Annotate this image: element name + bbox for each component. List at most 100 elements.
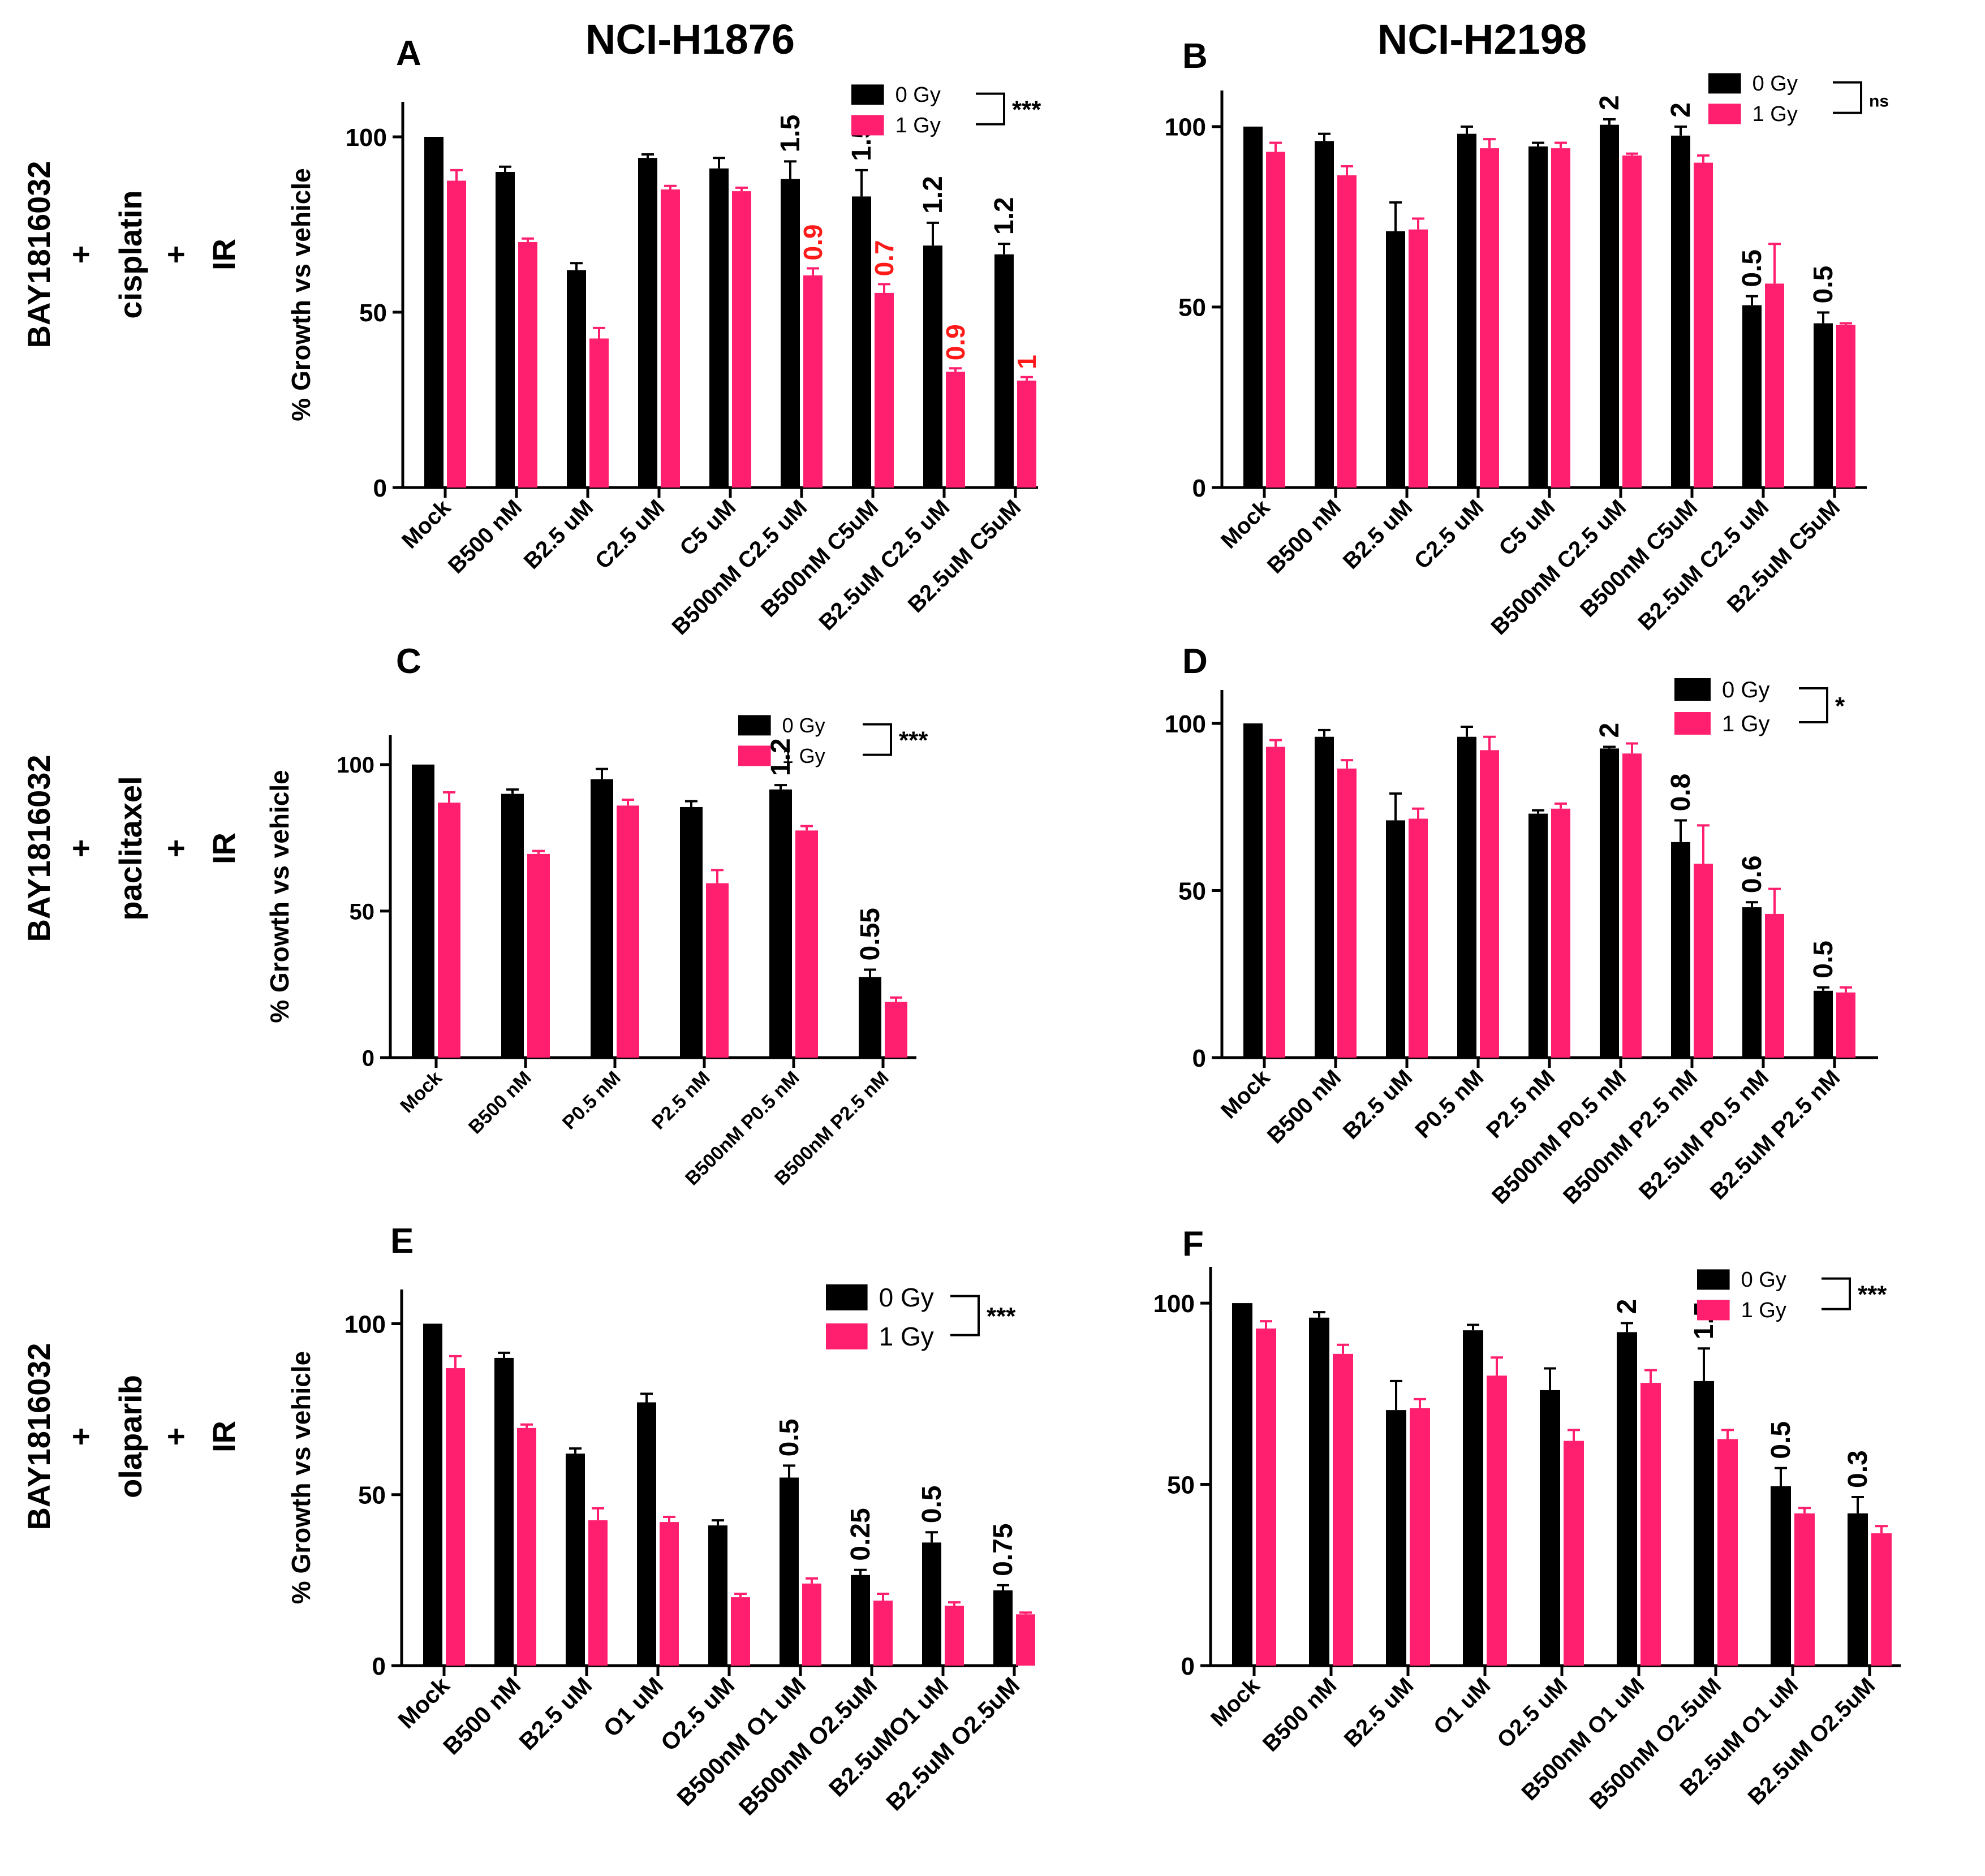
bar-1gy [1337,768,1357,1058]
bar-0gy [1814,990,1833,1058]
y-axis-label: % Growth vs vehicle [265,770,294,1023]
significance-label: ns [1869,92,1889,111]
bar-1gy [1871,1533,1892,1666]
x-tick-label: O1 uM [598,1672,668,1742]
row-label-ir-1: IR [206,239,242,270]
bar-0gy [1814,323,1833,488]
bar-0gy [566,1454,585,1666]
x-tick-label: B2.5uM O2.5uM [881,1672,1024,1815]
ratio-annotation-red: 0.9 [798,225,828,261]
bar-0gy [423,1323,442,1666]
y-tick-label: 50 [358,1482,386,1510]
x-tick-label: B2.5uM C2.5 uM [1633,495,1773,635]
panel-letter-b: B [1182,37,1208,76]
y-axis-label: % Growth vs vehicle [286,1351,316,1604]
ratio-annotation: 0.5 [1766,1421,1796,1459]
row-label-plus-6: + [158,1428,193,1446]
bar-0gy [781,179,800,488]
bar-0gy [638,158,657,488]
x-tick-label: B500 nM [1263,495,1346,578]
bar-0gy [1457,736,1476,1058]
ratio-annotation: 2 [1612,1299,1642,1314]
y-axis-label: % Growth vs vehicle [286,168,316,421]
y-tick-label: 50 [350,899,375,924]
significance-bracket [950,1295,980,1336]
x-tick-label: Mock [1216,1065,1275,1124]
ratio-annotation: 1.2 [918,176,948,214]
bar-1gy [1836,992,1855,1058]
bar-0gy [412,764,434,1058]
ratio-annotation: 0.5 [917,1485,947,1523]
bar-0gy [1315,141,1334,488]
significance-label: *** [899,727,928,754]
legend-label-1gy: 1 Gy [1722,711,1769,736]
row-label-drug-1: BAY1816032 [21,161,57,348]
x-tick-label: B2.5 uM [514,1672,597,1755]
x-tick-label: B2.5 uM [1338,495,1418,574]
row-label-agent-2: paclitaxel [113,776,148,920]
bar-0gy [851,1575,870,1666]
legend-label-1gy: 1 Gy [782,744,825,767]
bar-1gy [1564,1441,1584,1666]
row-label-ir-3: IR [206,1421,242,1452]
bar-1gy [1333,1353,1353,1666]
x-tick-label: B500nM P0.5 nM [1487,1065,1631,1209]
row-label-drug-2: BAY1816032 [21,754,57,942]
bar-1gy [802,1583,821,1666]
y-tick-label: 100 [345,1310,386,1338]
legend-label-1gy: 1 Gy [879,1322,934,1351]
bar-0gy [1315,736,1334,1058]
bar-1gy [617,805,639,1058]
ratio-annotation: 2 [1595,95,1625,110]
row-label-agent-1: cisplatin [113,190,148,318]
ratio-annotation: 0.5 [1809,941,1838,978]
x-tick-label: B2.5uM O2.5uM [1743,1673,1880,1810]
bar-1gy [1016,1614,1035,1666]
x-tick-label: Mock [397,495,456,554]
bar-1gy [1640,1383,1661,1666]
bar-0gy [709,168,729,488]
ratio-annotation: 0.3 [1843,1450,1873,1488]
x-tick-label: C5 uM [1494,495,1560,560]
ratio-annotation: 1.5 [776,115,806,153]
x-tick-label: B2.5 uM [1338,1065,1418,1144]
legend-swatch-1gy [738,745,771,766]
legend-label-1gy: 1 Gy [1753,102,1798,126]
bar-0gy [852,196,871,488]
bar-1gy [517,1428,536,1666]
bar-0gy [859,977,881,1058]
bar-0gy [1600,748,1619,1058]
legend-label-0gy: 0 Gy [1722,678,1769,702]
x-tick-label: B2.5uM C2.5 uM [814,495,954,635]
row-label-drug-3: BAY1816032 [21,1343,57,1530]
bar-1gy [518,242,537,488]
x-tick-label: C5 uM [675,495,740,560]
bar-0gy [680,807,703,1058]
ratio-annotation: 1.2 [989,197,1019,235]
bar-1gy [1622,753,1642,1058]
bar-0gy [496,172,515,488]
bar-0gy [501,793,524,1058]
bar-1gy [706,883,729,1058]
bar-0gy [1309,1317,1329,1666]
bar-0gy [994,254,1014,488]
legend-label-1gy: 1 Gy [895,114,941,137]
bar-0gy [993,1590,1013,1666]
bar-0gy [1540,1390,1560,1666]
x-tick-label: B500nM O1 uM [671,1672,811,1811]
legend-swatch-1gy [1674,712,1711,735]
legend-swatch-1gy [851,115,884,136]
x-tick-label: B500nM O2.5uM [1585,1673,1726,1814]
x-tick-label: C2.5 uM [1410,495,1489,574]
ratio-annotation: 2 [1666,102,1696,118]
significance-bracket [1833,81,1862,114]
bar-1gy [1337,175,1357,488]
bar-1gy [438,803,460,1058]
bar-1gy [1410,1408,1430,1666]
y-tick-label: 100 [1165,114,1206,141]
legend-swatch-0gy [826,1284,868,1310]
bar-0gy [1694,1381,1714,1666]
